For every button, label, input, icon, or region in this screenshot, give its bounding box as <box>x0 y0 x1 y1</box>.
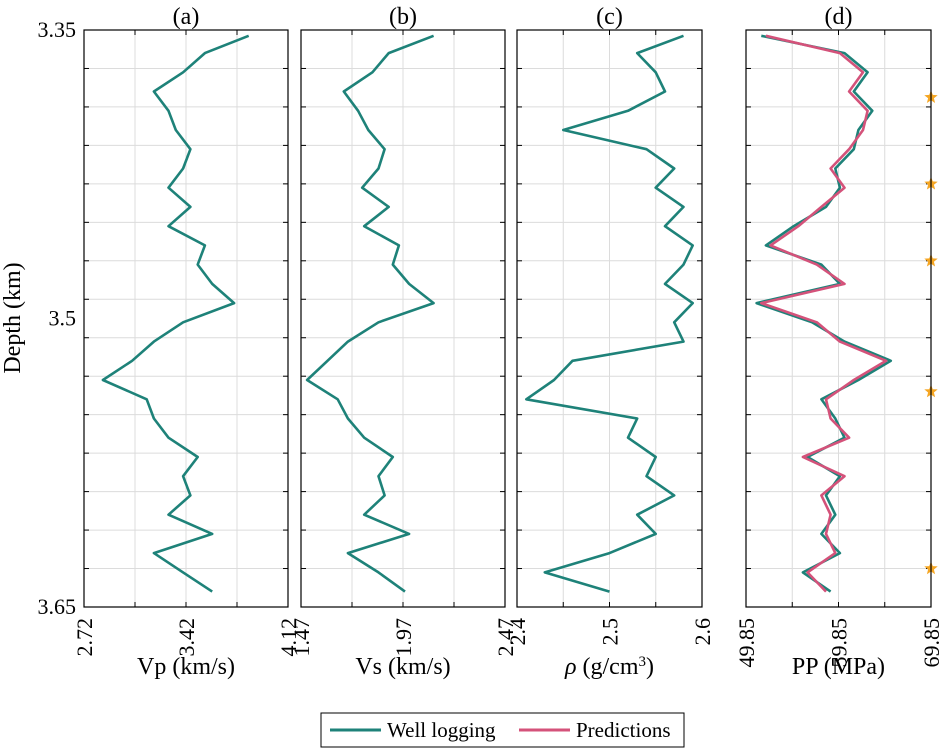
panel-c: (c) 2.4 2.5 2.6 ρ (g/cm3) <box>505 4 715 680</box>
depth-axis: Depth (km) <box>0 262 26 373</box>
panel-a-well-logging-curve <box>103 36 249 592</box>
panel-d-xlabel: PP (MPa) <box>792 654 885 680</box>
panel-a-title: (a) <box>173 4 200 30</box>
panel-c-xtick-label: 2.5 <box>598 618 623 646</box>
panel-a-xlabel: Vp (km/s) <box>137 654 235 680</box>
legend: Well logging Predictions <box>321 713 684 747</box>
panel-a-xtick-label: 3.42 <box>174 618 199 657</box>
legend-predictions-label: Predictions <box>576 718 671 742</box>
depth-axis-label: Depth (km) <box>0 262 26 373</box>
panel-c-title: (c) <box>596 4 623 30</box>
panel-b-xlabel: Vs (km/s) <box>355 654 450 680</box>
panel-b-well-logging-curve <box>307 36 434 592</box>
panel-b-title: (b) <box>389 4 417 30</box>
panel-d-xtick-label: 49.85 <box>734 618 759 668</box>
panel-a-xtick-label: 2.72 <box>72 618 97 657</box>
panel-b-xtick-label: 1.97 <box>391 618 416 657</box>
panel-d-title: (d) <box>825 4 853 30</box>
legend-well-logging-label: Well logging <box>387 718 496 742</box>
panel-c-xtick-label: 2.4 <box>505 618 530 646</box>
panel-c-xtick-label: 2.6 <box>690 618 715 646</box>
depth-tick-label: 3.35 <box>38 17 77 42</box>
panel-d-xtick-label: 69.85 <box>919 618 941 668</box>
panel-d-well-logging-curve <box>757 36 891 592</box>
depth-tick-label: 3.65 <box>38 594 77 619</box>
depth-tick-label: 3.5 <box>49 306 77 331</box>
panel-c-xlabel: ρ (g/cm3) <box>564 654 654 680</box>
panel-b-xtick-label: 1.47 <box>289 618 314 657</box>
